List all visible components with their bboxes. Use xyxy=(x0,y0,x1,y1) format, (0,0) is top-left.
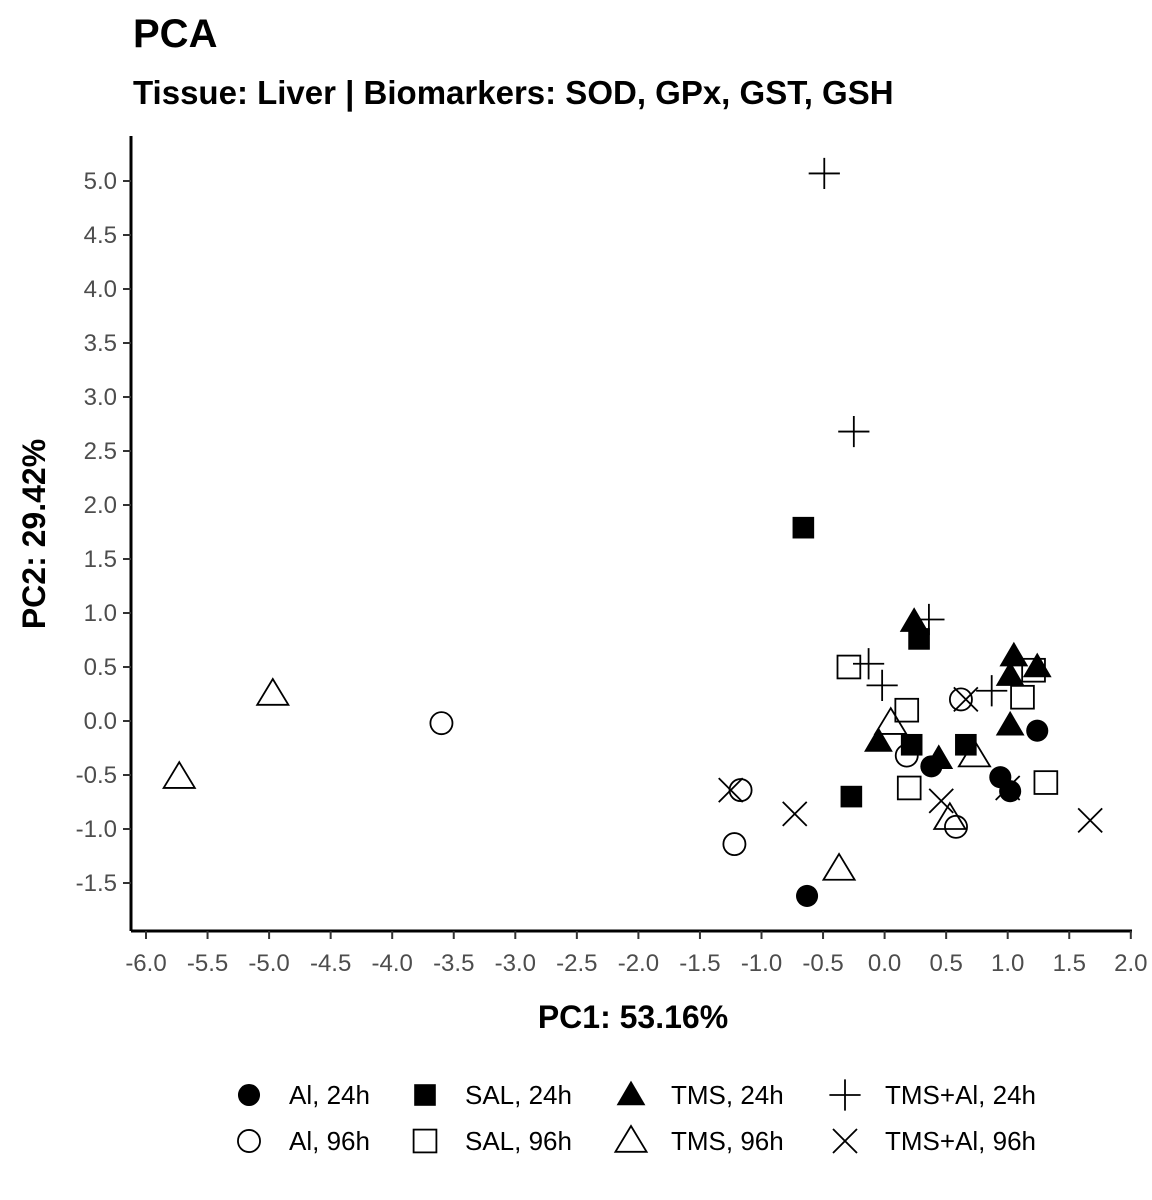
chart-title: PCA xyxy=(133,12,218,56)
legend-label: TMS+Al, 96h xyxy=(885,1126,1036,1156)
y-tick-label: 5.0 xyxy=(84,168,117,195)
y-tick-label: -1.5 xyxy=(76,870,117,897)
data-point xyxy=(429,711,454,736)
data-point xyxy=(255,677,290,706)
x-tick-label: -1.0 xyxy=(741,950,782,977)
data-point xyxy=(999,641,1029,667)
legend: Al, 24h Al, 96h SAL, 24h SAL, 96h TMS, 24h TM… xyxy=(237,1079,1036,1156)
data-point xyxy=(894,697,920,723)
x-tick-label: -6.0 xyxy=(125,950,166,977)
data-point xyxy=(864,727,893,752)
data-point xyxy=(782,801,808,827)
legend-key xyxy=(616,1080,646,1106)
x-tick-label: 1.5 xyxy=(1053,950,1086,977)
legend-key xyxy=(237,1083,261,1107)
data-point xyxy=(944,814,968,839)
legend-label: TMS, 24h xyxy=(671,1080,784,1110)
legend-key xyxy=(832,1128,858,1154)
x-tick-label: -2.5 xyxy=(556,950,597,977)
x-tick-label: -3.0 xyxy=(495,950,536,977)
x-tick-label: -0.5 xyxy=(802,950,843,977)
data-point xyxy=(896,775,922,801)
y-tick-label: 3.0 xyxy=(84,384,117,411)
x-tick-label: -5.0 xyxy=(248,950,289,977)
data-point xyxy=(1077,807,1103,833)
data-point xyxy=(976,675,1008,707)
x-tick-label: 0.5 xyxy=(929,950,962,977)
legend-key xyxy=(412,1128,438,1154)
data-point xyxy=(1022,652,1052,678)
legend-key xyxy=(829,1079,861,1111)
data-point xyxy=(852,648,885,680)
y-tick-label: 0.0 xyxy=(84,708,117,735)
data-point xyxy=(995,710,1025,736)
data-point xyxy=(948,687,973,712)
y-tick-label: 2.5 xyxy=(84,438,117,465)
data-point xyxy=(913,603,945,636)
y-axis-title: PC2: 29.42% xyxy=(16,439,52,629)
data-point xyxy=(957,738,992,768)
data-point xyxy=(955,733,977,756)
data-points xyxy=(162,157,1103,908)
data-point xyxy=(840,785,863,808)
y-tick-label: -1.0 xyxy=(76,816,117,843)
data-point xyxy=(796,884,819,908)
data-point xyxy=(995,661,1025,686)
data-point xyxy=(838,415,870,448)
legend-label: SAL, 96h xyxy=(465,1126,572,1156)
legend-label: TMS, 96h xyxy=(671,1126,784,1156)
y-tick-label: 1.0 xyxy=(84,600,117,627)
x-tick-label: 2.0 xyxy=(1114,950,1147,977)
x-tick-label: -1.5 xyxy=(679,950,720,977)
y-tick-label: 3.5 xyxy=(84,330,117,357)
data-point xyxy=(808,157,840,190)
chart-subtitle: Tissue: Liver | Biomarkers: SOD, GPx, GS… xyxy=(133,74,894,111)
x-tick-label: -2.0 xyxy=(618,950,659,977)
x-axis-title: PC1: 53.16% xyxy=(538,999,728,1035)
data-point xyxy=(924,744,954,769)
data-point xyxy=(953,686,979,713)
data-point xyxy=(900,733,923,756)
x-tick-label: -4.5 xyxy=(310,950,351,977)
data-point xyxy=(1026,719,1049,742)
legend-key xyxy=(414,1084,436,1106)
y-tick-label: 2.0 xyxy=(84,492,117,519)
y-tick-label: 4.0 xyxy=(84,276,117,303)
data-point xyxy=(908,628,930,650)
x-ticks: -6.0 -5.5 -5.0 -4.5 -4.0 -3.5 -3.0 -2.5 -2.0 -1.5… xyxy=(125,931,1147,977)
legend-key xyxy=(613,1124,649,1153)
axes xyxy=(129,136,1132,933)
data-point xyxy=(821,852,857,881)
data-point xyxy=(873,706,908,735)
data-point xyxy=(836,654,862,680)
data-point xyxy=(866,669,898,701)
legend-key xyxy=(237,1129,261,1153)
data-point xyxy=(932,801,968,830)
legend-label: SAL, 24h xyxy=(465,1080,572,1110)
data-point xyxy=(162,760,197,789)
data-point xyxy=(792,516,815,539)
x-tick-label: 1.0 xyxy=(991,950,1024,977)
y-tick-label: 1.5 xyxy=(84,546,117,573)
data-point xyxy=(718,777,744,803)
data-point xyxy=(1010,684,1035,710)
data-point xyxy=(728,778,753,803)
y-tick-label: -0.5 xyxy=(76,762,117,789)
legend-label: Al, 96h xyxy=(289,1126,370,1156)
x-tick-label: -5.5 xyxy=(187,950,228,977)
x-tick-label: -4.0 xyxy=(372,950,413,977)
y-ticks: -1.5 -1.0 -0.5 0.0 0.5 1.0 1.5 2.0 2.5 3.0 3.5 4.0 4… xyxy=(76,168,131,897)
x-tick-label: -3.5 xyxy=(433,950,474,977)
y-tick-label: 0.5 xyxy=(84,654,117,681)
data-point xyxy=(1033,770,1059,795)
y-tick-label: 4.5 xyxy=(84,222,117,249)
x-tick-label: 0.0 xyxy=(868,950,901,977)
legend-label: TMS+Al, 24h xyxy=(885,1080,1036,1110)
data-point xyxy=(995,775,1021,801)
data-point xyxy=(928,788,954,814)
legend-label: Al, 24h xyxy=(289,1080,370,1110)
data-point xyxy=(722,832,747,857)
